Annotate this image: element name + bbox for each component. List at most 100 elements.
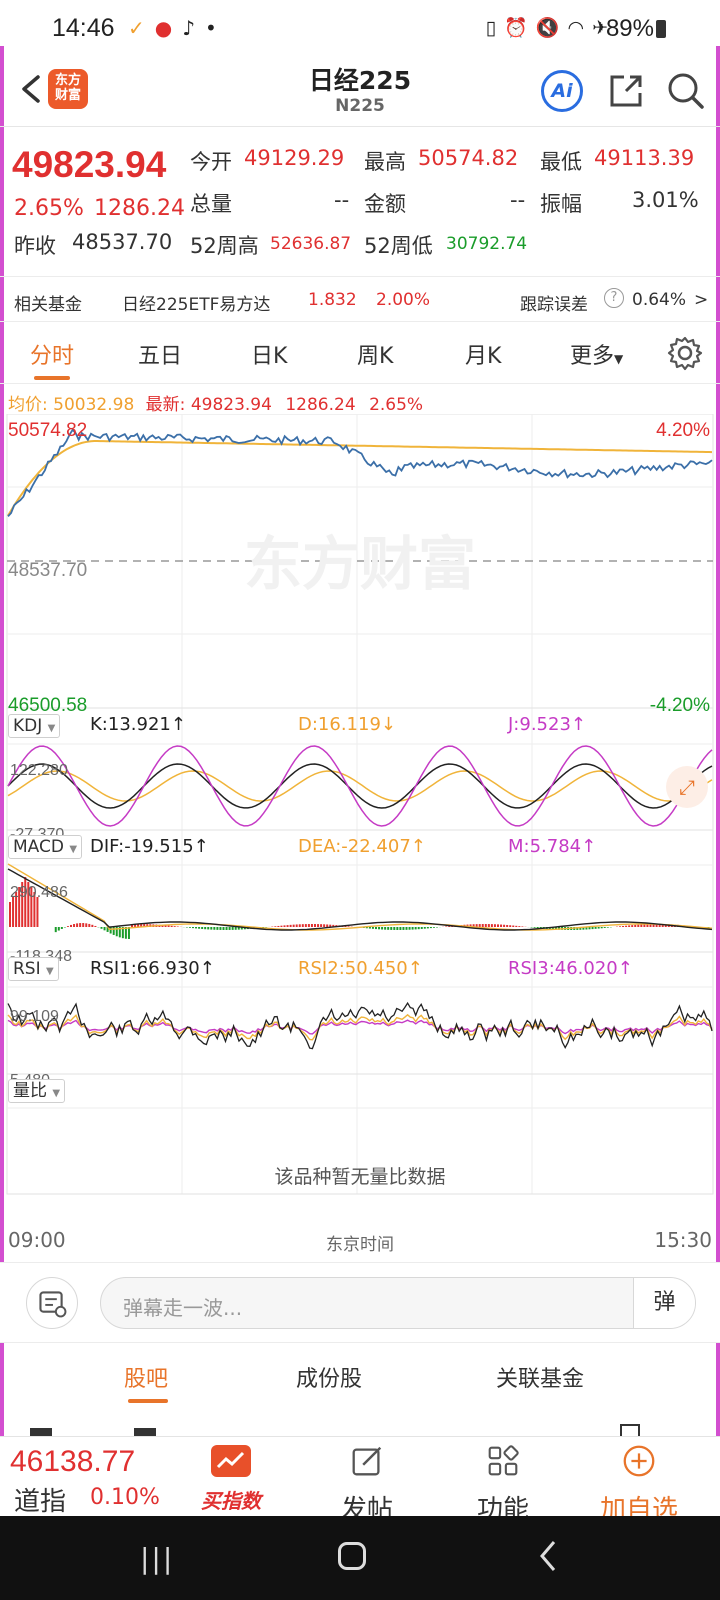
macd-bar bbox=[18, 887, 21, 927]
danmu-placeholder: 弹幕走一波... bbox=[123, 1296, 243, 1320]
bottom-toolbar: 46138.77 道指 0.10% 买指数 发帖 bbox=[0, 1436, 720, 1525]
macd-bar bbox=[320, 924, 323, 927]
expand-chart-button[interactable]: ⤢ bbox=[666, 766, 708, 808]
axis-top-left: 50574.82 bbox=[8, 420, 88, 441]
danmu-toggle-button[interactable]: 弹 bbox=[633, 1278, 695, 1328]
tracking-error-label: 跟踪误差 bbox=[520, 295, 588, 315]
time-zone-label: 东京时间 bbox=[326, 1235, 394, 1255]
kdj-k: K:13.921↑ bbox=[90, 714, 186, 735]
volume-ratio-selector[interactable]: 量比 ▼ bbox=[8, 1079, 66, 1103]
macd-bar bbox=[585, 927, 588, 930]
macd-bar bbox=[490, 924, 493, 927]
macd-bar bbox=[649, 924, 652, 927]
macd-bar bbox=[222, 927, 225, 930]
add-watchlist-button[interactable]: 加自选 bbox=[584, 1441, 694, 1526]
macd-bar bbox=[591, 927, 594, 930]
related-fund-pct: 2.00% bbox=[376, 290, 431, 310]
prev-close-label: 昨收 bbox=[14, 234, 56, 258]
macd-bar bbox=[472, 924, 475, 927]
macd-bar bbox=[298, 924, 301, 927]
more-dot-icon: • bbox=[204, 16, 217, 40]
tab-five-day[interactable]: 五日 bbox=[138, 344, 183, 369]
macd-bar bbox=[634, 924, 637, 927]
macd-bar bbox=[619, 926, 621, 927]
high-value: 50574.82 bbox=[418, 146, 519, 170]
macd-bar bbox=[414, 927, 417, 930]
notes-button[interactable] bbox=[26, 1277, 78, 1329]
tab-more[interactable]: 更多▼ bbox=[570, 338, 623, 370]
functions-button[interactable]: 功能 bbox=[448, 1441, 558, 1526]
macd-bar bbox=[432, 927, 435, 928]
volume-ratio-header: 量比 ▼ bbox=[8, 1076, 73, 1106]
rsi-2-line bbox=[7, 1013, 713, 1041]
quote-panel: 49823.94 2.65% 1286.24 今开 49129.29 最高 50… bbox=[0, 130, 720, 275]
caret-down-icon: ▼ bbox=[52, 1088, 61, 1099]
macd-bar bbox=[231, 927, 234, 930]
ai-assistant-button[interactable]: Ai bbox=[541, 70, 583, 112]
tab-intraday[interactable]: 分时 bbox=[30, 344, 75, 369]
tab-linked-funds[interactable]: 关联基金 bbox=[496, 1367, 585, 1392]
related-fund-row[interactable]: 相关基金 日经225ETF易方达 1.832 2.00% 跟踪误差 ? 0.64… bbox=[0, 276, 720, 322]
latest-value: 49823.94 bbox=[190, 395, 272, 415]
back-icon[interactable] bbox=[12, 67, 52, 111]
help-icon[interactable]: ? bbox=[604, 288, 624, 308]
macd-bar bbox=[277, 925, 280, 927]
macd-bar bbox=[478, 924, 481, 927]
kdj-series bbox=[7, 745, 713, 827]
macd-bar bbox=[164, 925, 167, 927]
caret-down-icon: ▼ bbox=[46, 966, 54, 977]
status-time: 14:46 bbox=[52, 14, 115, 42]
caret-down-icon: ▼ bbox=[69, 844, 78, 855]
intraday-chart[interactable]: 东方财富 bbox=[6, 414, 714, 1224]
kdj-j: J:9.523↑ bbox=[508, 714, 586, 735]
tab-constituents[interactable]: 成份股 bbox=[296, 1367, 363, 1392]
macd-bar bbox=[487, 924, 490, 927]
change-value: 1286.24 bbox=[94, 196, 185, 221]
macd-bar bbox=[54, 927, 57, 933]
gear-icon[interactable] bbox=[666, 334, 704, 372]
macd-bar bbox=[518, 926, 521, 927]
tab-weekly-k[interactable]: 周K bbox=[357, 344, 394, 369]
axis-bottom-right: -4.20% bbox=[649, 695, 710, 716]
wk52-high-label: 52周高 bbox=[190, 234, 259, 258]
macd-series bbox=[7, 863, 713, 931]
rsi-3: RSI3:46.020↑ bbox=[508, 958, 633, 979]
time-end: 15:30 bbox=[654, 1228, 712, 1252]
tab-daily-k[interactable]: 日K bbox=[251, 344, 288, 369]
search-icon[interactable] bbox=[664, 69, 708, 113]
notes-icon bbox=[39, 1291, 67, 1318]
macd-bar bbox=[512, 925, 515, 927]
share-icon[interactable] bbox=[604, 69, 648, 113]
tab-stock-forum[interactable]: 股吧 bbox=[124, 1367, 169, 1392]
macd-bar bbox=[137, 924, 140, 927]
home-icon[interactable] bbox=[338, 1542, 366, 1570]
macd-bar bbox=[192, 927, 194, 929]
macd-bar bbox=[213, 927, 216, 930]
kdj-selector[interactable]: KDJ ▼ bbox=[8, 714, 61, 738]
danmu-input[interactable]: 弹幕走一波... 弹 bbox=[100, 1277, 696, 1329]
active-tab-indicator bbox=[34, 376, 70, 380]
tiktok-icon: ♪ bbox=[182, 16, 195, 40]
kdj-j-line bbox=[7, 745, 713, 827]
macd-selector[interactable]: MACD ▼ bbox=[8, 835, 83, 859]
recent-apps-icon[interactable]: ||| bbox=[140, 1542, 175, 1575]
post-button[interactable]: 发帖 bbox=[312, 1441, 422, 1526]
rsi-series bbox=[7, 1001, 713, 1050]
macd-bar bbox=[118, 927, 121, 938]
macd-bar bbox=[60, 927, 63, 929]
stock-code: N225 bbox=[335, 96, 385, 116]
macd-bar bbox=[554, 927, 557, 930]
macd-bar bbox=[378, 927, 381, 930]
rsi-selector[interactable]: RSI ▼ bbox=[8, 957, 59, 981]
macd-bar bbox=[317, 924, 320, 927]
buy-index-button[interactable]: 买指数 bbox=[176, 1441, 286, 1514]
tab-monthly-k[interactable]: 月K bbox=[465, 344, 502, 369]
macd-bar bbox=[131, 924, 133, 927]
notification-icons: ✓ ● ♪ • bbox=[128, 16, 217, 40]
axis-top-right: 4.20% bbox=[656, 420, 710, 441]
macd-bar bbox=[103, 927, 106, 931]
back-nav-icon[interactable] bbox=[536, 1538, 560, 1574]
macd-bar bbox=[600, 927, 603, 929]
macd-bar bbox=[344, 925, 347, 927]
macd-top: 290.486 bbox=[10, 884, 68, 901]
